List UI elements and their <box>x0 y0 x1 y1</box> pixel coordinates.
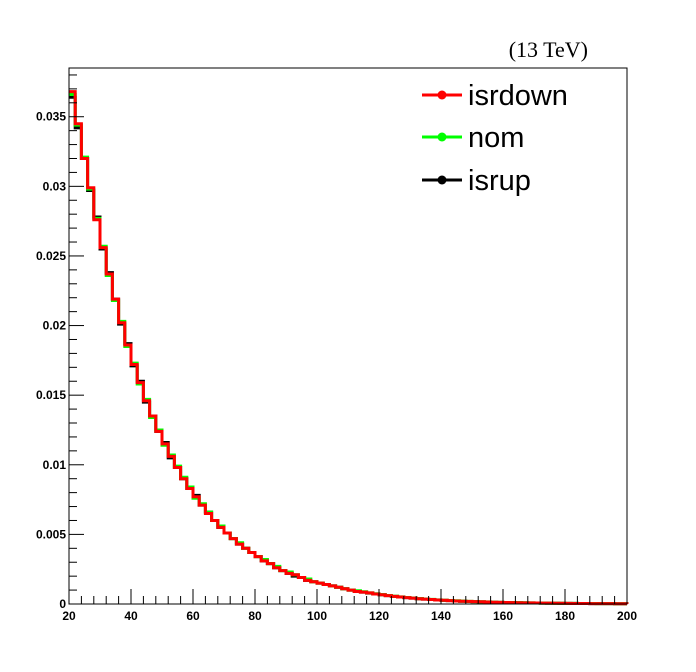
series-line-isrdown <box>69 90 629 606</box>
legend-label-isrdown: isrdown <box>468 80 568 112</box>
legend-label-isrup: isrup <box>468 165 531 197</box>
x-tick-label: 100 <box>307 609 327 623</box>
legend-marker-isrup <box>437 175 447 185</box>
y-tick-label: 0.03 <box>43 179 67 193</box>
x-tick-label: 180 <box>555 609 575 623</box>
y-tick-label: 0.01 <box>43 458 67 472</box>
x-tick-label: 40 <box>124 609 138 623</box>
energy-annotation: (13 TeV) <box>509 37 588 62</box>
y-tick-label: 0.02 <box>43 319 67 333</box>
plot-frame <box>68 67 628 605</box>
x-tick-label: 80 <box>248 609 262 623</box>
y-tick-label: 0.005 <box>36 527 66 541</box>
y-tick-label: 0.025 <box>36 249 66 263</box>
legend-label-nom: nom <box>468 122 524 154</box>
y-tick-label: 0 <box>59 597 66 611</box>
legend-marker-isrdown <box>437 90 447 100</box>
x-tick-label: 200 <box>617 609 637 623</box>
x-tick-label: 60 <box>186 609 200 623</box>
x-tick-label: 20 <box>62 609 76 623</box>
x-tick-label: 160 <box>493 609 513 623</box>
legend: isrdown nom isrup <box>422 80 568 197</box>
x-tick-label: 120 <box>369 609 389 623</box>
y-tick-label: 0.015 <box>36 388 66 402</box>
axes-layer: 20 40 60 80 100 120 140 160 180 200 0 0.005 0.01 0.01… <box>36 67 637 623</box>
series-layer <box>69 90 629 606</box>
y-tick-label: 0.035 <box>36 110 66 124</box>
x-tick-label: 140 <box>431 609 451 623</box>
legend-marker-nom <box>437 132 447 142</box>
